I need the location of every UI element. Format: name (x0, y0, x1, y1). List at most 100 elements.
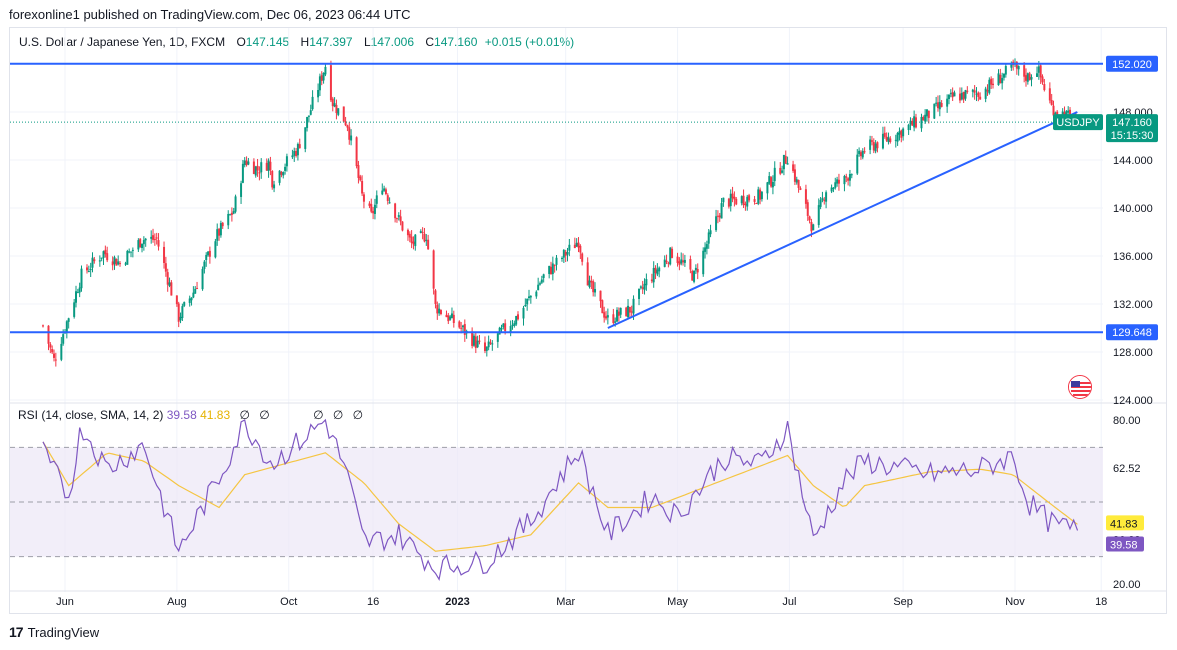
candle-body[interactable] (65, 321, 68, 333)
candle-body[interactable] (106, 253, 109, 261)
candle-body[interactable] (645, 279, 648, 286)
candle-body[interactable] (573, 244, 576, 249)
candle-body[interactable] (927, 110, 930, 118)
candle-body[interactable] (344, 121, 347, 126)
candle-body[interactable] (680, 259, 683, 264)
candle-body[interactable] (656, 269, 659, 275)
candle-body[interactable] (245, 160, 248, 166)
candle-body[interactable] (296, 143, 299, 156)
candle-body[interactable] (990, 78, 993, 85)
candle-body[interactable] (370, 204, 373, 212)
candle-body[interactable] (304, 127, 307, 149)
candle-body[interactable] (47, 325, 50, 344)
candle-body[interactable] (907, 124, 910, 131)
candle-body[interactable] (843, 176, 846, 185)
candle-body[interactable] (401, 221, 404, 231)
candle-body[interactable] (54, 359, 57, 361)
candle-body[interactable] (192, 292, 195, 298)
candle-body[interactable] (111, 261, 114, 266)
candle-body[interactable] (307, 115, 310, 117)
candle-body[interactable] (317, 90, 320, 98)
candle-body[interactable] (834, 182, 837, 188)
candle-body[interactable] (350, 135, 353, 141)
candle-body[interactable] (1030, 77, 1033, 80)
candle-body[interactable] (450, 313, 453, 318)
candle-body[interactable] (628, 306, 631, 313)
candle-body[interactable] (273, 184, 276, 189)
candle-body[interactable] (128, 251, 131, 253)
candle-body[interactable] (564, 251, 567, 256)
candle-body[interactable] (718, 215, 721, 218)
candle-body[interactable] (709, 230, 712, 235)
candle-body[interactable] (269, 161, 272, 171)
candle-body[interactable] (201, 268, 204, 290)
candle-body[interactable] (425, 239, 428, 241)
candle-body[interactable] (830, 187, 833, 192)
candle-body[interactable] (139, 238, 142, 248)
candle-body[interactable] (869, 139, 872, 150)
candle-body[interactable] (324, 66, 327, 75)
candle-body[interactable] (872, 142, 875, 151)
candle-body[interactable] (817, 205, 820, 226)
candle-body[interactable] (782, 154, 785, 170)
candle-body[interactable] (911, 120, 914, 126)
candle-body[interactable] (540, 279, 543, 283)
candle-body[interactable] (627, 305, 630, 318)
candle-body[interactable] (337, 108, 340, 115)
candle-body[interactable] (716, 215, 719, 217)
candle-body[interactable] (914, 117, 917, 128)
candle-body[interactable] (1050, 99, 1053, 106)
candle-body[interactable] (438, 308, 441, 314)
candle-body[interactable] (427, 239, 430, 250)
candle-body[interactable] (447, 315, 450, 322)
candle-body[interactable] (98, 260, 101, 262)
candle-body[interactable] (837, 179, 840, 184)
candle-body[interactable] (432, 250, 435, 289)
candle-body[interactable] (603, 312, 606, 318)
candle-body[interactable] (489, 342, 492, 344)
candle-body[interactable] (361, 180, 364, 194)
candle-body[interactable] (586, 262, 589, 286)
candle-body[interactable] (513, 323, 516, 326)
candle-body[interactable] (960, 93, 963, 100)
candle-body[interactable] (179, 316, 182, 321)
candle-body[interactable] (399, 216, 402, 222)
candle-body[interactable] (1002, 73, 1005, 78)
candle-body[interactable] (887, 137, 890, 143)
candle-body[interactable] (705, 244, 708, 249)
candle-body[interactable] (654, 267, 657, 274)
candle-body[interactable] (115, 258, 118, 266)
candle-body[interactable] (795, 179, 798, 183)
candle-body[interactable] (733, 196, 736, 200)
candle-body[interactable] (922, 117, 925, 121)
candle-body[interactable] (214, 241, 217, 258)
candle-body[interactable] (142, 240, 145, 245)
candle-body[interactable] (1023, 65, 1026, 77)
candle-body[interactable] (254, 166, 257, 176)
candle-body[interactable] (819, 200, 822, 207)
candle-body[interactable] (117, 261, 120, 265)
candle-body[interactable] (746, 196, 749, 207)
candle-body[interactable] (1041, 76, 1044, 83)
candle-body[interactable] (958, 93, 961, 101)
candle-body[interactable] (406, 229, 409, 236)
candle-body[interactable] (155, 237, 158, 239)
candle-body[interactable] (342, 106, 345, 122)
candle-body[interactable] (410, 236, 413, 243)
candle-body[interactable] (913, 116, 916, 128)
candle-body[interactable] (93, 259, 96, 262)
candle-body[interactable] (669, 247, 672, 265)
candle-body[interactable] (744, 203, 747, 206)
candle-body[interactable] (925, 109, 928, 117)
candle-body[interactable] (590, 280, 593, 283)
candle-body[interactable] (896, 132, 899, 142)
candle-body[interactable] (208, 250, 211, 257)
candle-body[interactable] (240, 183, 243, 197)
candle-body[interactable] (874, 143, 877, 152)
candle-body[interactable] (575, 242, 578, 247)
candle-body[interactable] (423, 233, 426, 242)
candle-body[interactable] (271, 170, 274, 188)
candle-body[interactable] (170, 282, 173, 296)
candle-body[interactable] (515, 315, 518, 325)
candle-body[interactable] (282, 172, 285, 176)
